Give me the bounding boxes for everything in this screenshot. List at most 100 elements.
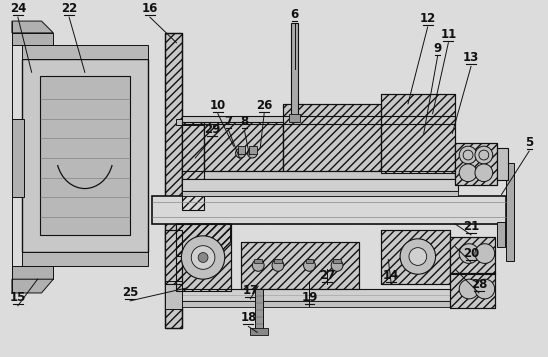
Text: 24: 24 [10, 2, 26, 15]
Circle shape [459, 244, 479, 263]
Circle shape [272, 260, 284, 271]
Bar [164, 230, 182, 284]
Text: 10: 10 [210, 99, 226, 112]
Bar [241, 242, 359, 289]
Text: 7: 7 [225, 115, 233, 129]
Bar [176, 210, 206, 216]
Circle shape [304, 260, 316, 271]
Bar [381, 230, 450, 284]
Bar [176, 289, 482, 301]
Circle shape [409, 248, 427, 265]
Bar [450, 237, 495, 274]
Bar [176, 224, 231, 291]
Text: 18: 18 [240, 312, 256, 325]
Bar [255, 289, 263, 333]
Bar [254, 260, 262, 263]
Bar [450, 273, 495, 308]
Circle shape [475, 244, 495, 263]
Text: 5: 5 [525, 136, 533, 149]
Text: 28: 28 [471, 278, 487, 291]
Circle shape [459, 279, 479, 299]
Text: 20: 20 [463, 247, 479, 261]
Bar [39, 76, 130, 235]
Text: 14: 14 [383, 269, 399, 282]
Bar [182, 116, 455, 124]
Text: 6: 6 [290, 8, 299, 21]
Circle shape [459, 146, 477, 164]
Text: 17: 17 [242, 284, 259, 297]
Bar [164, 33, 182, 328]
Bar [164, 33, 182, 328]
Circle shape [475, 279, 495, 299]
Polygon shape [12, 279, 53, 293]
Text: 13: 13 [463, 51, 479, 64]
Bar [450, 237, 495, 274]
Bar [182, 121, 204, 210]
Text: 21: 21 [463, 220, 479, 233]
Polygon shape [12, 21, 53, 33]
Bar [289, 114, 300, 121]
Bar [182, 179, 458, 191]
Bar [381, 230, 450, 284]
Text: 29: 29 [204, 123, 220, 136]
Bar [176, 119, 206, 125]
Bar [182, 171, 455, 179]
Bar [164, 281, 182, 309]
Bar [204, 121, 283, 171]
Bar [204, 121, 283, 171]
Bar [152, 196, 506, 224]
Bar [450, 273, 495, 308]
Bar [306, 260, 313, 263]
Bar [164, 230, 182, 284]
Bar [176, 224, 231, 291]
Bar [381, 94, 455, 173]
Bar [22, 252, 148, 266]
Text: 8: 8 [241, 115, 249, 129]
Text: 15: 15 [10, 291, 26, 304]
Bar [12, 119, 24, 197]
Bar [496, 222, 505, 247]
Bar [496, 148, 509, 180]
Bar [283, 104, 381, 171]
Text: 22: 22 [61, 2, 77, 15]
Polygon shape [176, 224, 231, 257]
Text: 9: 9 [433, 41, 442, 55]
Bar [250, 328, 268, 335]
Circle shape [475, 146, 493, 164]
Text: 26: 26 [256, 99, 272, 112]
Circle shape [459, 164, 477, 182]
Bar [283, 104, 381, 171]
Bar [22, 45, 148, 60]
Bar [291, 23, 298, 121]
Bar [274, 260, 282, 263]
Bar [455, 143, 496, 185]
Circle shape [252, 260, 264, 271]
Bar [237, 146, 246, 154]
Bar [182, 121, 204, 210]
Bar [333, 260, 341, 263]
Text: 19: 19 [301, 291, 318, 304]
Circle shape [191, 246, 215, 269]
Polygon shape [12, 266, 53, 279]
Text: 27: 27 [319, 269, 335, 282]
Bar [182, 191, 458, 196]
Circle shape [331, 260, 343, 271]
Circle shape [400, 239, 436, 274]
Bar [249, 146, 257, 154]
Circle shape [475, 164, 493, 182]
Bar [455, 143, 496, 185]
Circle shape [181, 236, 225, 279]
Text: 12: 12 [420, 12, 436, 25]
Circle shape [198, 252, 208, 262]
Text: 16: 16 [142, 2, 158, 15]
Circle shape [247, 148, 257, 158]
Polygon shape [12, 33, 53, 45]
Bar [506, 163, 515, 261]
Bar [176, 301, 482, 307]
Bar [381, 94, 455, 173]
Circle shape [236, 148, 246, 158]
Text: 11: 11 [440, 28, 456, 41]
Text: 25: 25 [122, 286, 138, 299]
Bar [22, 60, 148, 252]
Bar [241, 242, 359, 289]
